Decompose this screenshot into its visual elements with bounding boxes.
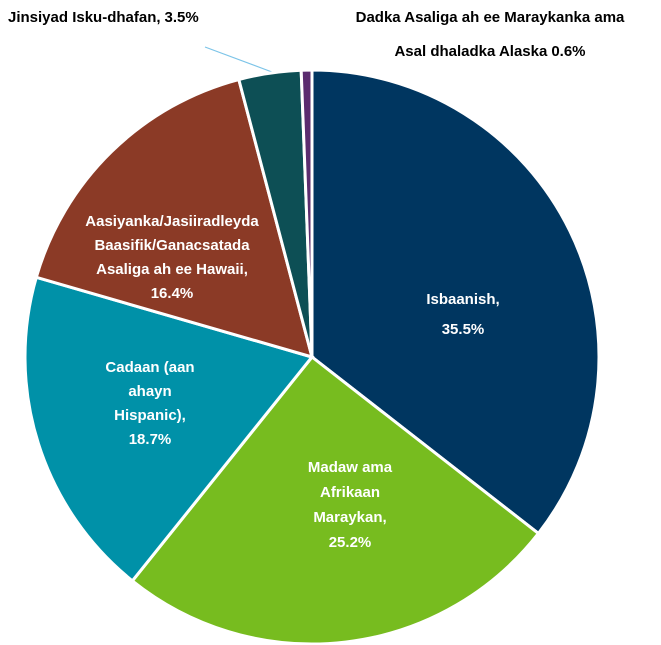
value-label: 16.4% (151, 285, 194, 302)
pie-slice (34, 77, 315, 360)
leader-line (204, 46, 273, 73)
slice-label: Aasiyanka/Jasiiradleyda Baasifik/Ganacsat… (85, 213, 259, 278)
pie-slice (299, 68, 314, 358)
value-label: 18.7% (129, 431, 172, 448)
value-label: 25.2% (329, 534, 372, 551)
value-label: 0.6% (551, 43, 585, 60)
pie-slice (130, 354, 541, 645)
slice-label: Isbaanish, (426, 291, 499, 308)
slice-label: Dadka Asaliga ah ee Maraykanka ama Asal d… (356, 9, 625, 60)
pie-slice (310, 68, 601, 536)
slice-label: Jinsiyad Isku-dhafan, (8, 9, 161, 26)
value-label: 35.5% (442, 321, 485, 338)
value-label: 3.5% (165, 9, 199, 26)
slice-label: Cadaan (aan ahayn Hispanic), (105, 359, 194, 424)
pie-slice (23, 275, 315, 583)
slice-label: Madaw ama Afrikaan Maraykan, (308, 459, 393, 526)
